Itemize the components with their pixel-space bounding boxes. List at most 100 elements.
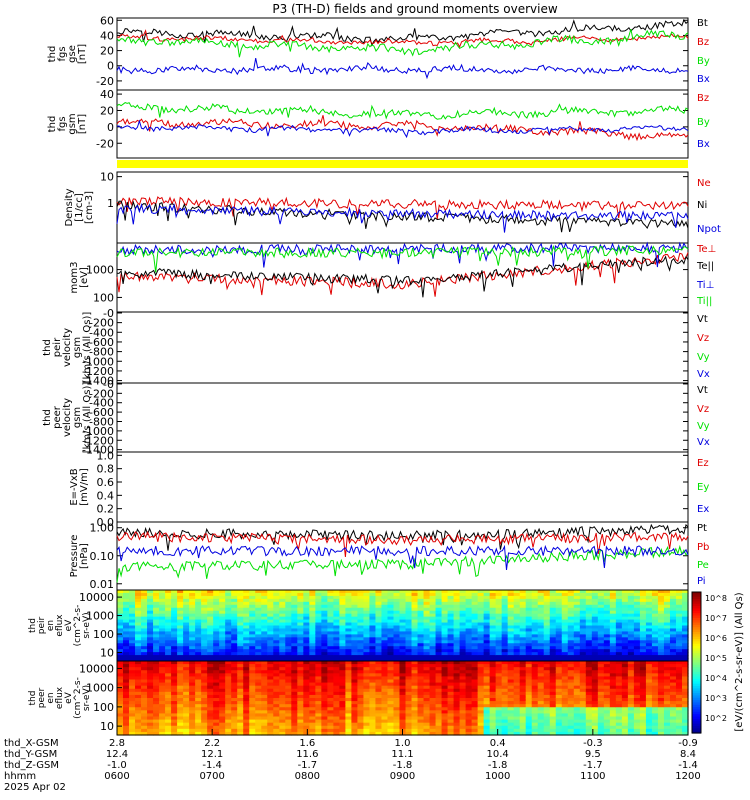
heatmap-cell	[549, 646, 557, 650]
heatmap-cell	[123, 704, 130, 708]
heatmap-cell	[621, 625, 629, 630]
heatmap-cell	[159, 688, 166, 693]
heatmap-cell	[633, 658, 641, 662]
heatmap-cell	[609, 716, 617, 721]
heatmap-cell	[633, 679, 641, 684]
heatmap-cell	[669, 710, 677, 715]
heatmap-cell	[351, 685, 359, 690]
heatmap-cell	[399, 707, 407, 711]
heatmap-cell	[681, 655, 689, 659]
heatmap-cell	[531, 728, 539, 733]
heatmap-cell	[279, 631, 286, 635]
heatmap-cell	[333, 595, 340, 600]
heatmap-cell	[471, 622, 479, 627]
heatmap-cell	[453, 637, 461, 641]
y-tick-label: -800	[89, 415, 114, 428]
heatmap-cell	[273, 701, 280, 705]
heatmap-cell	[669, 673, 677, 678]
heatmap-cell	[375, 601, 383, 606]
heatmap-cell	[501, 604, 509, 609]
heatmap-cell	[261, 601, 268, 606]
heatmap-cell	[537, 625, 545, 630]
heatmap-cell	[129, 694, 136, 699]
y-axis-label: gsm	[72, 337, 83, 358]
heatmap-cell	[165, 728, 172, 733]
heatmap-cell	[249, 646, 256, 650]
heatmap-cell	[603, 676, 611, 681]
colorbar-swatch	[692, 695, 701, 699]
heatmap-cell	[603, 725, 611, 730]
y-tick-label: 20	[100, 45, 114, 58]
heatmap-cell	[177, 679, 184, 684]
heatmap-cell	[315, 631, 322, 635]
heatmap-cell	[321, 607, 328, 612]
x-tick-label: 12.1	[201, 749, 223, 760]
heatmap-cell	[591, 607, 599, 612]
heatmap-cell	[495, 685, 503, 690]
heatmap-cell	[597, 667, 605, 671]
heatmap-cell	[285, 722, 292, 727]
heatmap-cell	[573, 725, 581, 730]
heatmap-cell	[351, 731, 359, 736]
colorbar-swatch	[692, 648, 701, 652]
heatmap-cell	[315, 619, 322, 624]
heatmap-cell	[165, 646, 172, 650]
heatmap-cell	[675, 646, 683, 650]
heatmap-cell	[483, 640, 491, 644]
heatmap-cell	[567, 652, 575, 656]
heatmap-cell	[537, 595, 545, 600]
heatmap-cell	[171, 631, 178, 635]
heatmap-cell	[129, 682, 136, 687]
heatmap-cell	[585, 670, 593, 674]
heatmap-cell	[489, 628, 497, 633]
heatmap-cell	[267, 592, 274, 597]
legend-vt: Vt	[697, 314, 708, 325]
heatmap-cell	[135, 682, 142, 687]
heatmap-cell	[489, 643, 497, 647]
heatmap-cell	[369, 637, 377, 641]
heatmap-cell	[669, 634, 677, 638]
heatmap-cell	[129, 616, 136, 621]
heatmap-cell	[549, 691, 557, 696]
heatmap-cell	[615, 713, 623, 718]
heatmap-cell	[525, 613, 533, 618]
heatmap-cell	[441, 628, 449, 633]
heatmap-cell	[231, 701, 238, 705]
heatmap-cell	[507, 607, 515, 612]
heatmap-cell	[519, 595, 527, 600]
heatmap-cell	[339, 670, 346, 674]
heatmap-cell	[459, 725, 467, 730]
y-axis-label: peer	[52, 405, 63, 429]
heatmap-cell	[267, 704, 274, 708]
heatmap-cell	[645, 664, 653, 668]
heatmap-cell	[243, 622, 250, 627]
heatmap-cell	[201, 590, 208, 594]
heatmap-cell	[489, 637, 497, 641]
heatmap-cell	[147, 691, 154, 696]
heatmap-cell	[501, 728, 509, 733]
heatmap-cell	[129, 598, 136, 603]
heatmap-cell	[237, 713, 244, 718]
heatmap-cell	[261, 649, 268, 653]
heatmap-cell	[153, 710, 160, 715]
heatmap-cell	[297, 719, 304, 724]
heatmap-cell	[447, 646, 455, 650]
heatmap-cell	[477, 604, 485, 609]
heatmap-cell	[147, 631, 154, 635]
heatmap-cell	[213, 625, 220, 630]
heatmap-cell	[651, 590, 659, 594]
heatmap-cell	[669, 716, 677, 721]
heatmap-cell	[537, 722, 545, 727]
heatmap-cell	[513, 698, 521, 702]
heatmap-cell	[207, 713, 214, 718]
heatmap-cell	[657, 719, 665, 724]
heatmap-cell	[327, 649, 334, 653]
heatmap-cell	[285, 685, 292, 690]
heatmap-cell	[465, 625, 473, 630]
heatmap-cell	[603, 701, 611, 705]
heatmap-cell	[207, 731, 214, 736]
heatmap-cell	[633, 604, 641, 609]
heatmap-cell	[657, 646, 665, 650]
heatmap-cell	[495, 719, 503, 724]
